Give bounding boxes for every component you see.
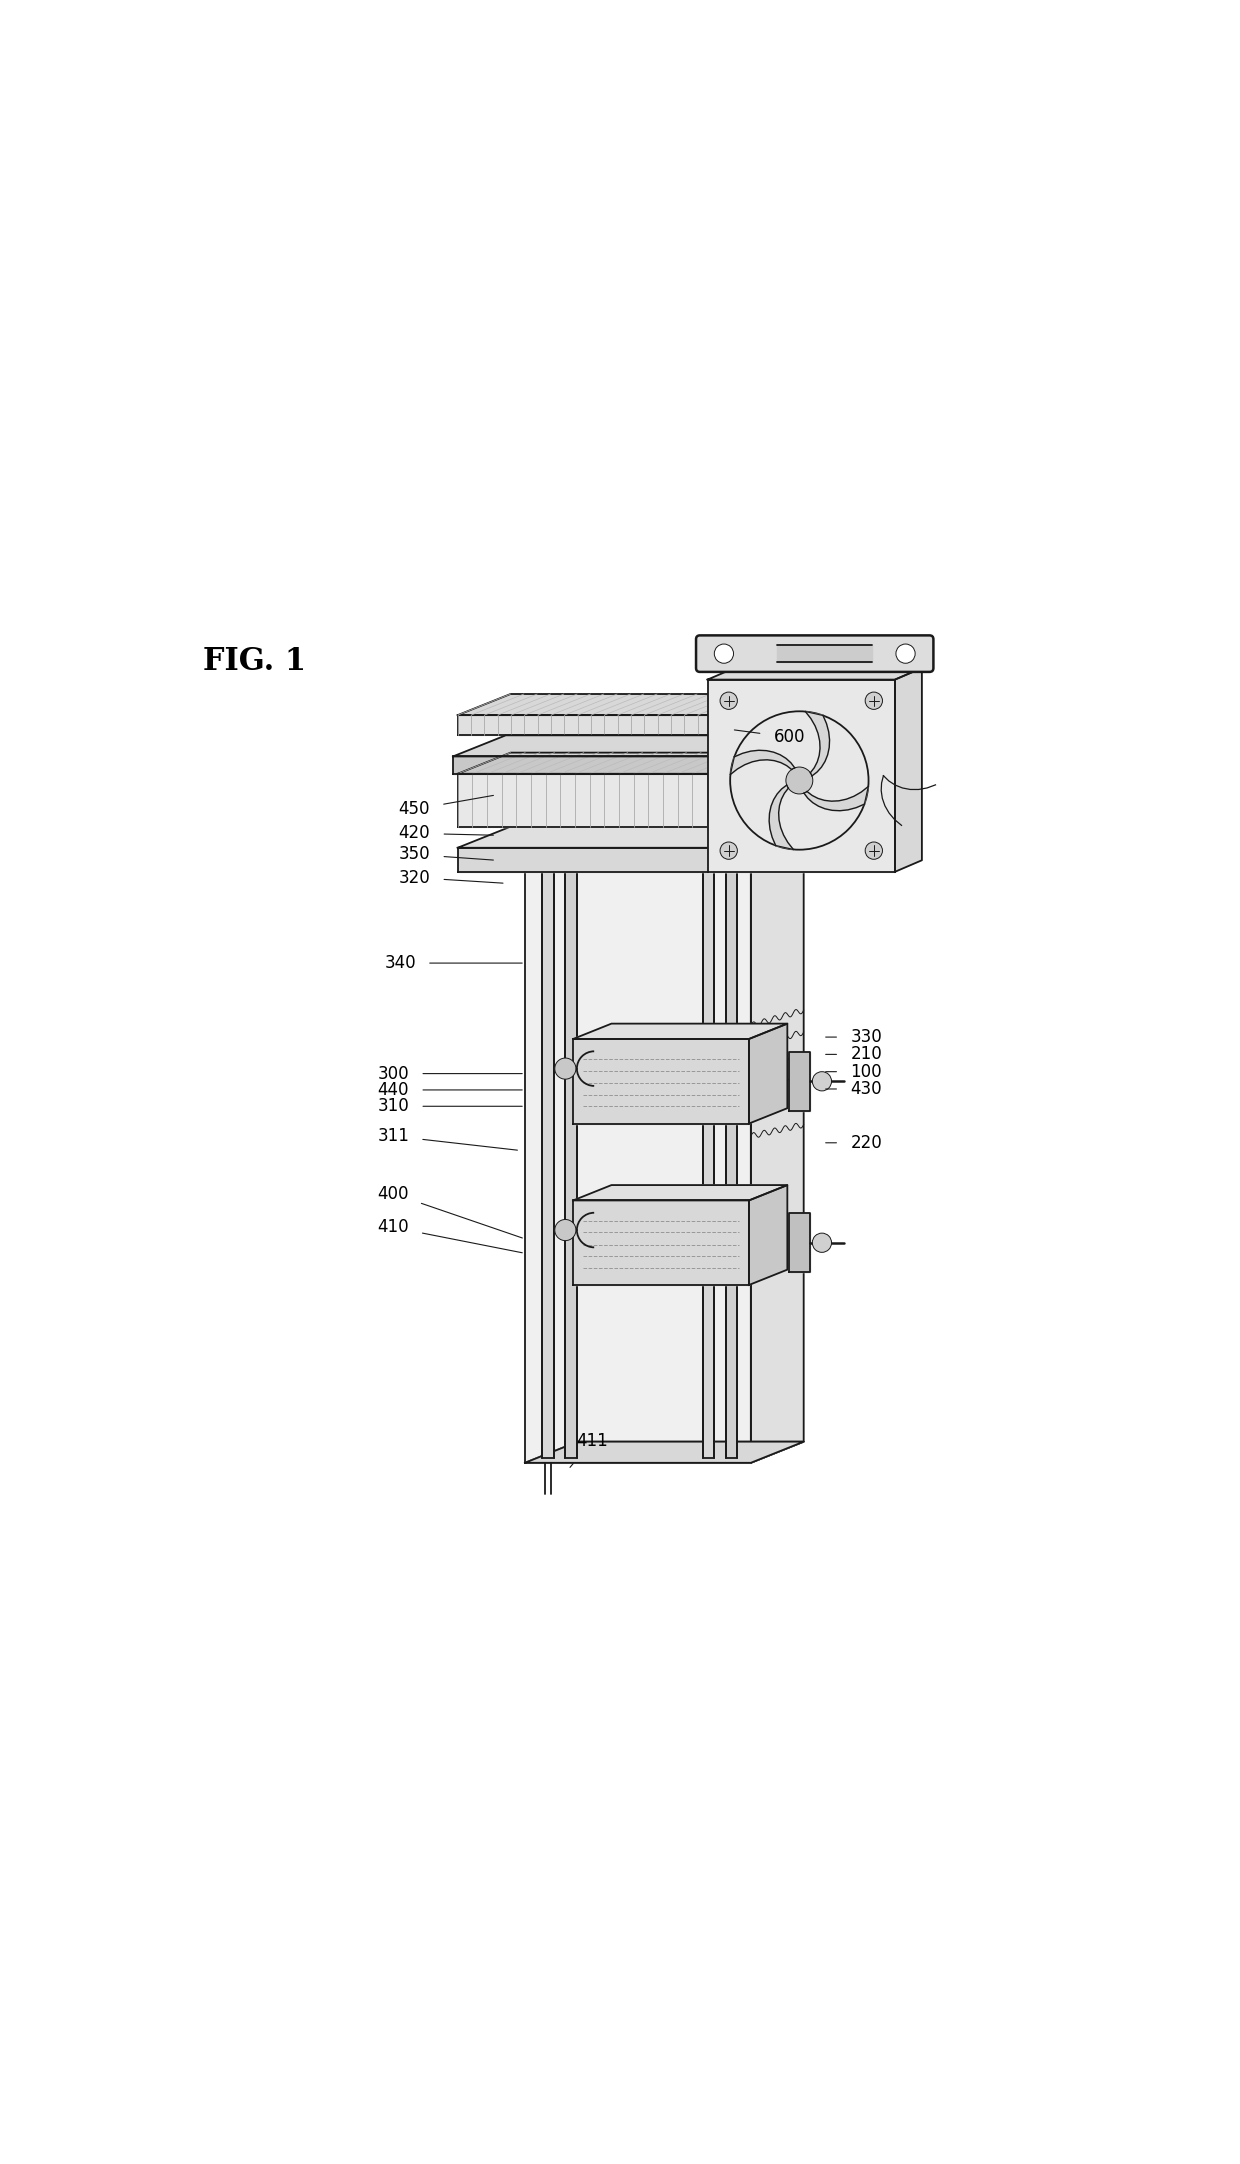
Polygon shape [525, 1441, 804, 1463]
Text: 100: 100 [851, 1063, 882, 1080]
Text: 330: 330 [851, 1028, 882, 1045]
Text: 340: 340 [384, 954, 415, 972]
Circle shape [866, 842, 883, 859]
Circle shape [554, 1220, 575, 1240]
Polygon shape [525, 861, 751, 1463]
Circle shape [866, 692, 883, 710]
Text: 410: 410 [377, 1218, 409, 1236]
Polygon shape [708, 669, 921, 679]
Text: 430: 430 [851, 1080, 882, 1097]
Text: 310: 310 [377, 1097, 409, 1114]
Polygon shape [458, 753, 804, 775]
Polygon shape [573, 1201, 749, 1285]
Circle shape [714, 645, 734, 662]
Text: 411: 411 [577, 1433, 608, 1450]
Polygon shape [458, 848, 751, 872]
Polygon shape [789, 1052, 811, 1110]
Text: FIG. 1: FIG. 1 [203, 647, 306, 677]
Circle shape [720, 692, 738, 710]
Polygon shape [776, 645, 872, 662]
Text: 320: 320 [398, 868, 430, 887]
Polygon shape [458, 695, 804, 714]
Text: 450: 450 [399, 801, 430, 818]
Polygon shape [458, 775, 751, 827]
Text: 311: 311 [377, 1127, 409, 1145]
Text: 210: 210 [851, 1045, 882, 1063]
Polygon shape [458, 714, 751, 736]
Circle shape [812, 1233, 832, 1253]
Bar [725, 868, 738, 1459]
Polygon shape [573, 1186, 787, 1201]
Polygon shape [730, 751, 795, 775]
Polygon shape [751, 842, 804, 1463]
Bar [565, 868, 577, 1459]
Polygon shape [804, 786, 868, 812]
Circle shape [812, 1071, 832, 1091]
Text: 600: 600 [774, 729, 805, 747]
Polygon shape [573, 1024, 787, 1039]
Bar [703, 868, 714, 1459]
Polygon shape [749, 1024, 787, 1123]
Polygon shape [751, 753, 804, 827]
Circle shape [720, 842, 738, 859]
Polygon shape [769, 786, 794, 850]
FancyBboxPatch shape [696, 636, 934, 671]
Polygon shape [525, 1441, 804, 1463]
Circle shape [897, 645, 915, 662]
Polygon shape [895, 669, 921, 872]
Circle shape [786, 766, 812, 794]
Text: 420: 420 [398, 824, 430, 842]
Polygon shape [573, 1039, 749, 1123]
Polygon shape [453, 757, 755, 775]
Text: 400: 400 [377, 1184, 409, 1203]
Polygon shape [751, 695, 804, 736]
Text: 220: 220 [851, 1134, 882, 1151]
Polygon shape [755, 736, 808, 775]
Circle shape [554, 1058, 575, 1080]
Polygon shape [749, 1186, 787, 1285]
Polygon shape [453, 736, 808, 757]
Text: 440: 440 [377, 1082, 409, 1099]
Text: 300: 300 [377, 1065, 409, 1082]
Polygon shape [458, 827, 804, 848]
Polygon shape [789, 1214, 811, 1272]
Bar [542, 868, 554, 1459]
Polygon shape [751, 827, 804, 872]
Text: 350: 350 [398, 846, 430, 863]
Polygon shape [525, 842, 804, 861]
Polygon shape [806, 712, 830, 777]
Polygon shape [708, 679, 895, 872]
